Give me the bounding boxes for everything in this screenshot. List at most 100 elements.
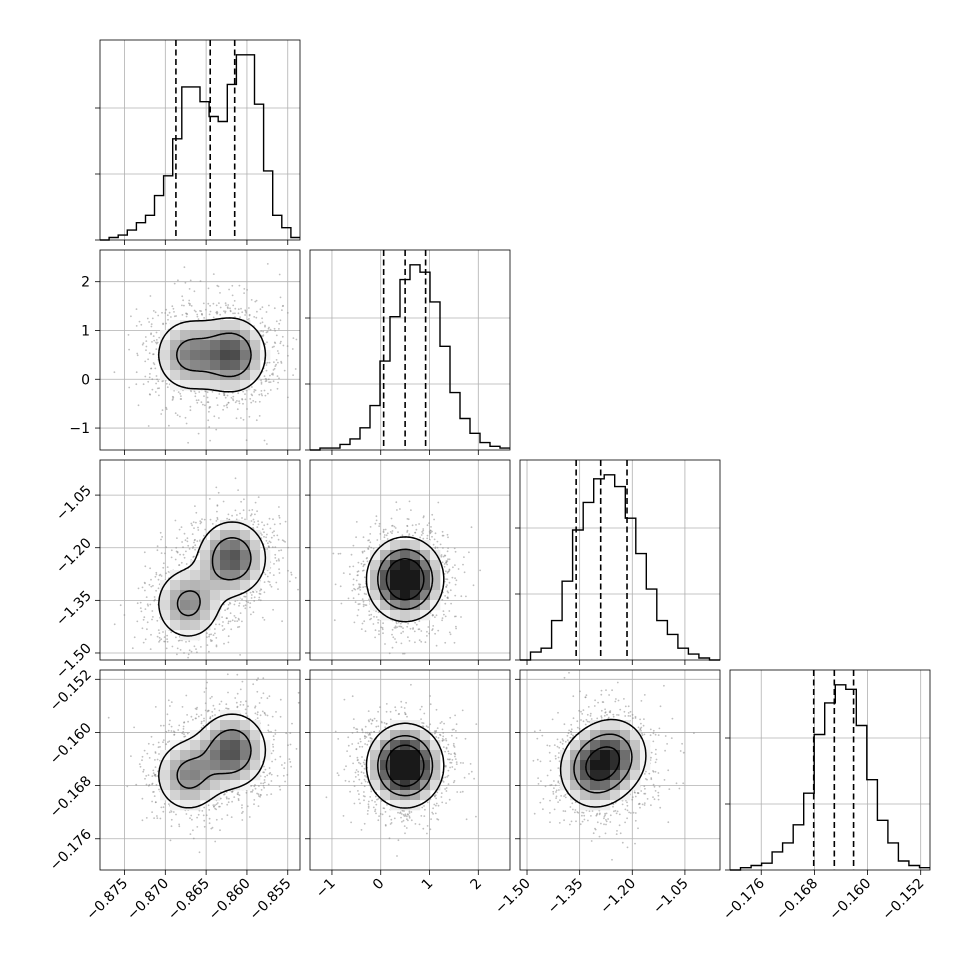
sample-point [433,732,436,735]
sample-point [265,539,268,542]
sample-point [408,640,411,642]
sample-point [215,818,218,821]
density-cell [400,550,411,561]
sample-point [135,383,138,386]
sample-point [286,345,289,347]
sample-point [259,714,262,717]
sample-point [377,710,379,713]
sample-point [160,538,162,541]
sample-point [549,784,552,787]
sample-point [209,518,212,521]
sample-point [254,712,257,715]
sample-point [236,408,239,411]
sample-point [253,391,256,393]
sample-point [590,815,592,817]
sample-point [337,774,340,777]
sample-point [279,342,282,345]
sample-point [579,823,582,826]
sample-point [177,639,180,642]
density-cell [400,610,411,621]
sample-point [173,282,176,285]
density-cell [420,750,431,761]
density-cell [410,570,421,581]
density-cell [190,610,201,621]
sample-point [344,779,347,782]
sample-point [224,311,227,314]
sample-point [579,690,581,693]
sample-point [144,360,147,363]
sample-point [284,541,286,543]
sample-point [244,393,246,395]
sample-point [581,814,583,817]
sample-point [153,596,156,598]
sample-point [183,266,186,269]
sample-point [584,723,587,726]
density-cell [400,590,411,601]
y-tick-label: −1.35 [53,588,95,630]
sample-point [289,732,292,734]
sample-point [170,825,173,828]
sample-point [357,609,360,611]
sample-point [126,785,129,788]
sample-point [596,812,599,815]
sample-point [210,827,213,830]
sample-point [544,785,547,788]
sample-point [603,817,605,820]
sample-point [287,546,289,549]
density-cell [600,770,611,781]
density-cell [190,380,201,391]
sample-point [145,349,147,352]
sample-point [241,680,244,683]
density-cell [210,360,221,371]
sample-point [356,728,359,731]
density-cell [210,370,221,381]
sample-point [250,401,253,404]
density-cell [220,550,231,561]
density-cell [590,780,601,791]
axes-frame [99,459,301,661]
sample-point [381,721,383,724]
sample-point [626,801,628,804]
sample-point [632,811,635,814]
density-cell [600,750,611,761]
sample-point [263,786,265,789]
density-cell [230,550,241,561]
sample-point [142,770,145,773]
sample-point [423,805,425,807]
sample-point [209,406,212,408]
sample-point [356,587,359,590]
sample-point [283,369,286,372]
sample-point [249,514,252,517]
sample-point [142,768,145,771]
sample-point [195,521,197,524]
sample-point [397,531,399,533]
sample-point [268,772,271,775]
x-tick-label: −1.20 [597,876,639,918]
sample-point [347,597,350,600]
sample-point [237,392,240,395]
sample-point [351,732,354,734]
sample-point [366,557,368,559]
sample-point [384,643,386,645]
sample-point [182,725,185,728]
sample-point [447,547,449,550]
sample-point [566,734,569,737]
sample-point [249,606,251,609]
sample-point [412,534,414,537]
joint-panel-0-3 [99,669,301,871]
sample-point [637,803,640,806]
sample-point [276,774,279,777]
density-cell [220,740,231,751]
sample-point [446,572,449,574]
x-tick-label: −0.160 [826,876,874,924]
sample-point [257,523,260,526]
density-cell [200,370,211,381]
density-cell [210,350,221,361]
sample-point [294,576,297,579]
sample-point [248,318,250,320]
sample-point [670,737,673,739]
density-cell [420,730,431,741]
density-cell [410,590,421,601]
sample-point [532,759,535,762]
axes-frame [99,39,301,241]
